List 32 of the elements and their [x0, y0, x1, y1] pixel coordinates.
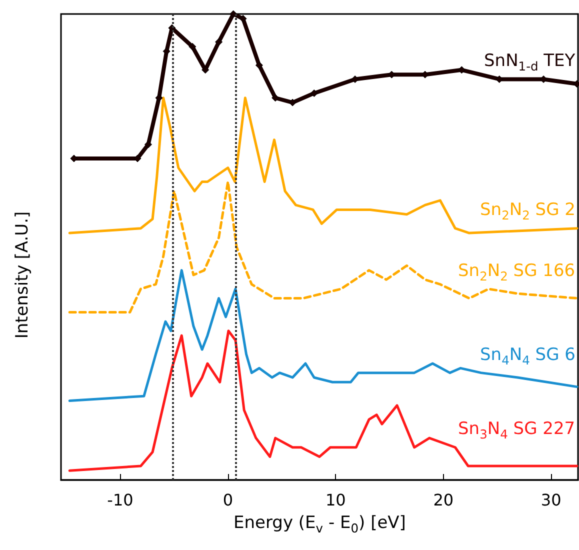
point	[230, 10, 238, 18]
point	[496, 75, 504, 83]
point	[134, 154, 142, 162]
point	[288, 98, 296, 106]
point	[70, 154, 78, 162]
point	[272, 94, 280, 102]
point	[162, 48, 170, 56]
point	[239, 14, 247, 22]
x-tick-label: 30	[540, 490, 562, 510]
x-tick-label: 0	[222, 490, 234, 510]
point	[144, 140, 152, 148]
point	[388, 70, 396, 78]
point	[188, 42, 196, 50]
point	[351, 75, 359, 83]
series-label: Sn$_{2}$N$_{2}$ SG 166	[458, 260, 576, 284]
point	[202, 66, 210, 74]
series-label: Sn$_{4}$N$_{4}$ SG 6	[480, 344, 576, 368]
point	[310, 89, 318, 97]
y-axis-title: Intensity [A.U.]	[12, 211, 32, 339]
series-label: SnN$_{1-d}$ TEY	[484, 51, 576, 74]
point	[421, 70, 429, 78]
x-tick-label: 20	[433, 490, 454, 510]
x-axis-title: Energy (E$_{v}$ - E$_{0}$) [eV]	[234, 513, 406, 536]
point	[255, 62, 263, 70]
x-tick-label: 10	[325, 490, 346, 510]
point	[540, 75, 548, 83]
point	[215, 38, 223, 46]
point	[155, 94, 163, 102]
x-tick-label: -10	[107, 490, 134, 510]
series-label: Sn$_{2}$N$_{2}$ SG 2	[480, 200, 576, 224]
point	[458, 66, 466, 74]
series-label: Sn$_{3}$N$_{4}$ SG 227	[458, 419, 576, 442]
